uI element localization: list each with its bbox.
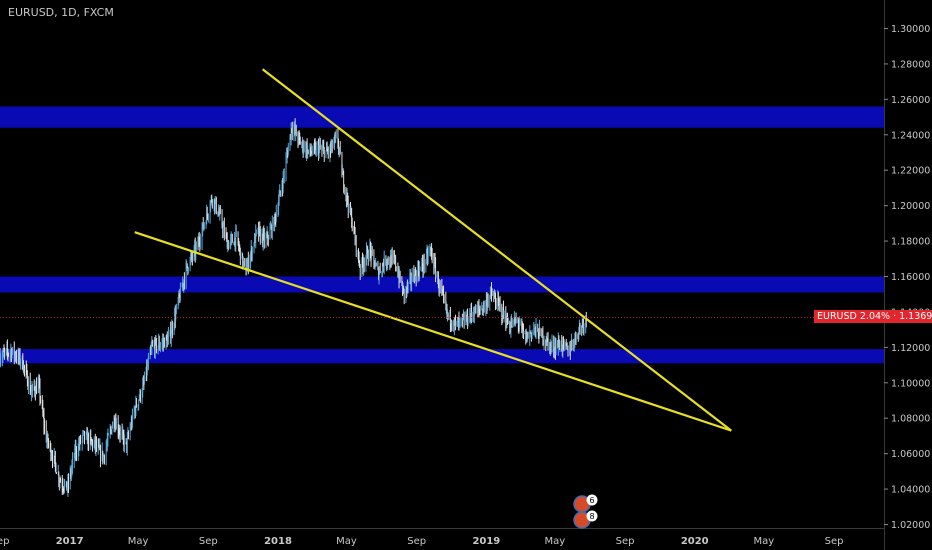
last-price-tag: EURUSD 2.04% · 1.13691 <box>814 310 932 323</box>
y-tick-label: 1.04000 <box>891 485 930 496</box>
y-tick-label: 1.22000 <box>891 166 930 177</box>
x-tick-label: Sep <box>825 536 844 547</box>
x-tick-label: May <box>128 536 149 547</box>
support-resistance-zone <box>0 106 884 128</box>
badge-count-bg <box>586 494 598 506</box>
y-tick-label: 1.12000 <box>891 343 930 354</box>
badge-count-bg <box>586 510 598 522</box>
x-tick-label: May <box>545 536 566 547</box>
badge-count: 6 <box>589 496 594 505</box>
y-tick-label: 1.26000 <box>891 95 930 106</box>
event-badge-bottom[interactable]: 8 <box>573 510 598 529</box>
x-tick-label: Sep <box>0 536 9 547</box>
x-tick-label: May <box>753 536 774 547</box>
x-tick-label: Sep <box>407 536 426 547</box>
candles-group <box>0 118 587 497</box>
x-tick-label: Sep <box>616 536 635 547</box>
symbol-title: EURUSD, 1D, FXCM <box>8 6 114 19</box>
y-tick-label: 1.30000 <box>891 24 930 35</box>
x-tick-label: May <box>336 536 357 547</box>
x-tick-label: 2020 <box>681 536 709 547</box>
x-tick-label: 2019 <box>472 536 500 547</box>
event-badge-top[interactable]: 6 <box>573 494 598 513</box>
y-tick-label: 1.06000 <box>891 449 930 460</box>
y-tick-label: 1.20000 <box>891 201 930 212</box>
x-tick-label: Sep <box>199 536 218 547</box>
y-tick-label: 1.28000 <box>891 59 930 70</box>
x-tick-label: 2018 <box>264 536 292 547</box>
trendline-lower <box>134 231 732 432</box>
trendline-upper <box>261 68 732 432</box>
y-tick-label: 1.08000 <box>891 414 930 425</box>
y-tick-label: 1.24000 <box>891 130 930 141</box>
support-resistance-zone <box>0 349 884 364</box>
y-tick-label: 1.18000 <box>891 237 930 248</box>
y-tick-label: 1.16000 <box>891 272 930 283</box>
x-tick-label: 2017 <box>56 536 84 547</box>
y-tick-label: 1.02000 <box>891 520 930 531</box>
badge-count: 8 <box>589 512 594 521</box>
y-tick-label: 1.10000 <box>891 378 930 389</box>
